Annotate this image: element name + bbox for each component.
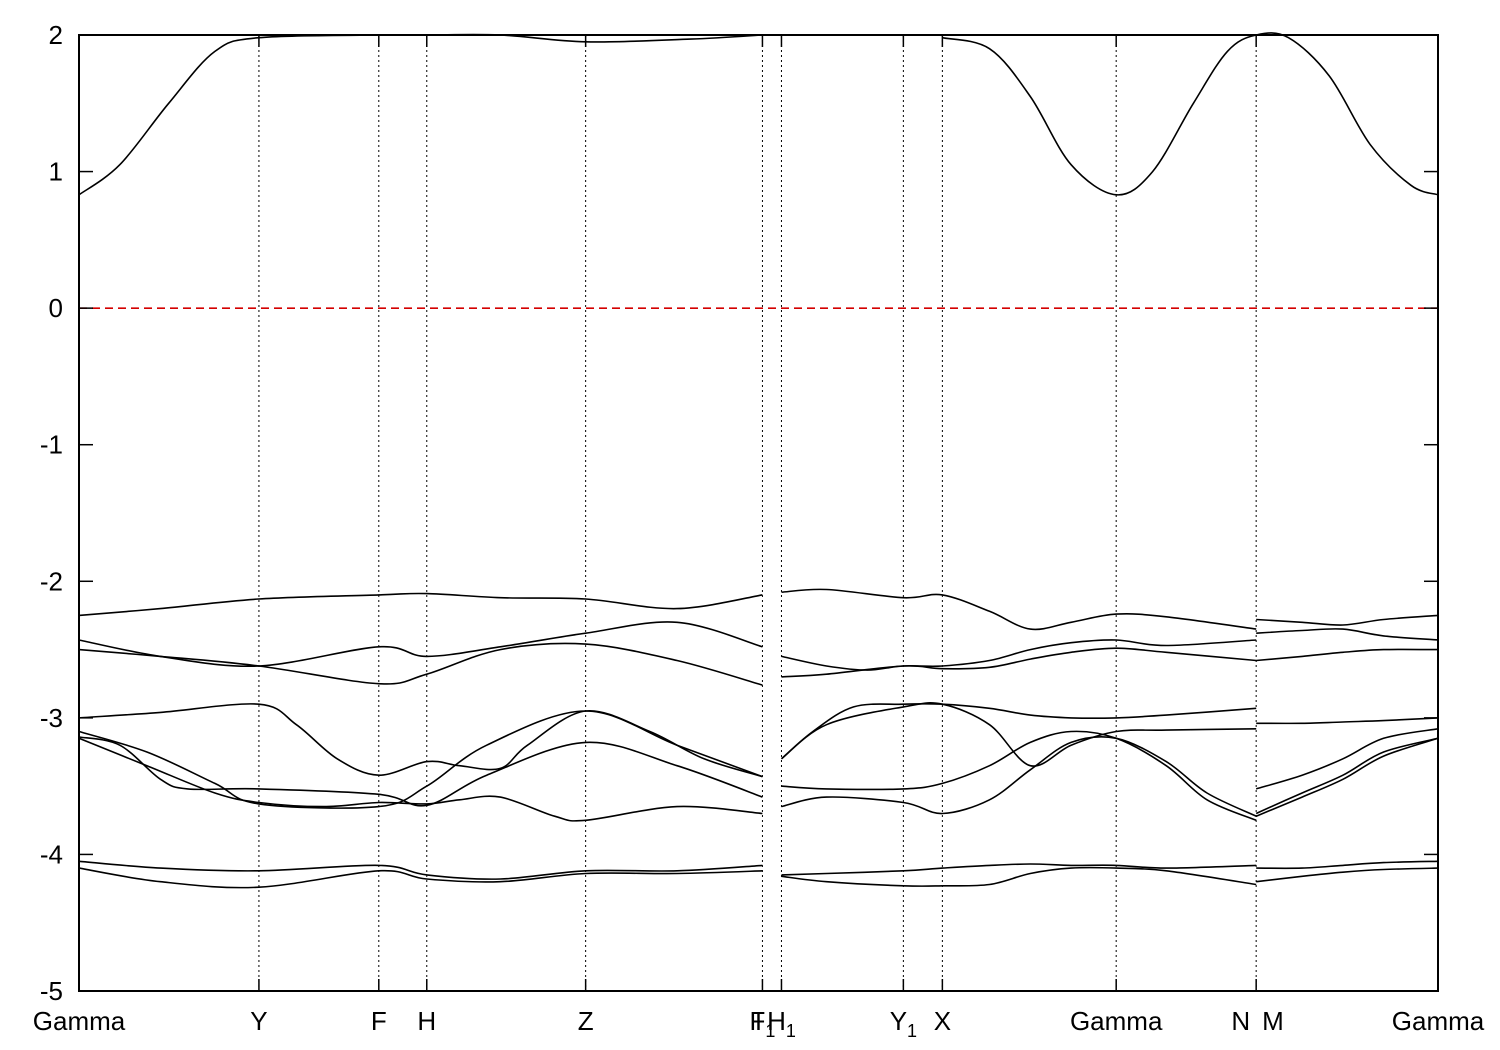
band-line-17 — [78, 736, 763, 807]
kpoint-label: H — [417, 1006, 436, 1036]
band-line-6 — [781, 639, 1257, 671]
kpoint-label: F — [371, 1006, 387, 1036]
band-line-12 — [780, 702, 1257, 760]
band-line-23 — [78, 860, 763, 880]
y-tick-label: -5 — [40, 976, 63, 1006]
kpoint-label: Gamma — [1392, 1006, 1485, 1036]
kpoint-label: Gamma — [33, 1006, 126, 1036]
band-line-10 — [1256, 648, 1439, 662]
band-line-5 — [78, 621, 763, 668]
kpoint-gridlines — [258, 35, 1257, 991]
band-line-25 — [1256, 860, 1439, 870]
band-line-4 — [1256, 614, 1439, 626]
band-line-2 — [78, 592, 763, 617]
band-line-28 — [1256, 867, 1439, 883]
kpoint-label: N — [1231, 1006, 1250, 1036]
band-line-14 — [78, 710, 763, 809]
band-line-9 — [781, 647, 1257, 678]
band-line-13 — [1256, 717, 1439, 725]
y-tick-label: -1 — [40, 430, 63, 460]
band-line-27 — [781, 866, 1257, 887]
band-line-16 — [1255, 728, 1439, 790]
y-axis: 2 1 0 -1 -2 -3 -4 -5 — [40, 20, 1438, 1006]
kpoint-label: X — [934, 1006, 951, 1036]
y-tick-label: -3 — [40, 703, 63, 733]
kpoint-label-subscript: 1 — [907, 1021, 917, 1041]
band-line-19 — [1255, 737, 1439, 815]
y-tick-label: 1 — [49, 157, 63, 187]
kpoint-label-subscript: 1 — [786, 1021, 796, 1041]
kpoint-label: I — [755, 1006, 762, 1036]
band-line-7 — [1256, 628, 1439, 641]
kpoint-label: Z — [578, 1006, 594, 1036]
y-tick-label: -2 — [40, 566, 63, 596]
kpoint-label: M — [1262, 1006, 1284, 1036]
y-tick-label: -4 — [40, 839, 63, 869]
y-tick-label: 2 — [49, 20, 63, 50]
plot-frame — [78, 34, 1439, 992]
band-line-3 — [781, 588, 1257, 631]
band-line-20 — [78, 737, 763, 822]
band-line-8 — [78, 642, 763, 686]
kpoint-label: Gamma — [1070, 1006, 1163, 1036]
band-line-22 — [1255, 737, 1439, 817]
kpoint-label: Y — [250, 1006, 267, 1036]
y-tick-label: 0 — [49, 293, 63, 323]
band-line-15 — [781, 702, 1257, 767]
band-line-21 — [781, 736, 1257, 817]
band-line-1 — [942, 32, 1439, 196]
band-line-24 — [781, 863, 1257, 876]
band-line-26 — [78, 867, 763, 889]
band-lines — [78, 32, 1439, 889]
band-line-18 — [781, 730, 1257, 822]
kpoint-label-subscript: 1 — [765, 1021, 775, 1041]
